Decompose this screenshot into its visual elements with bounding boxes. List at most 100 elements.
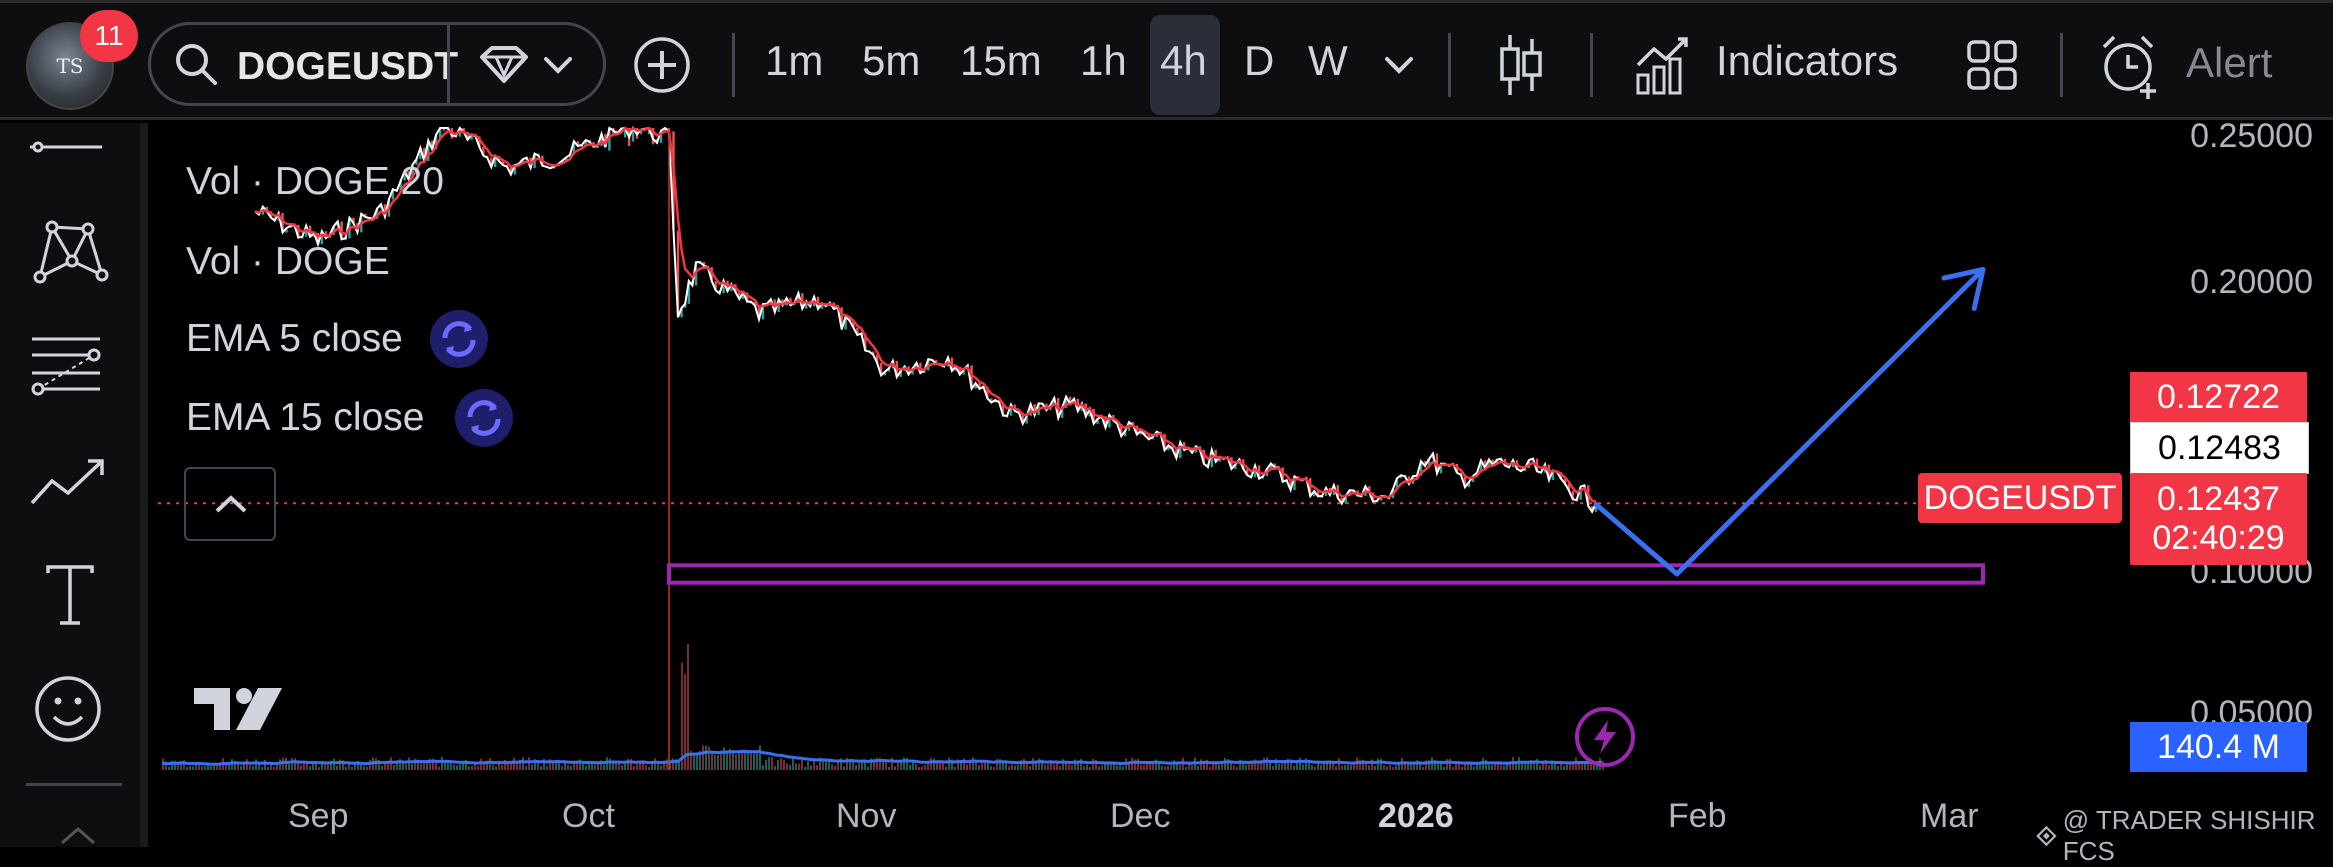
candle (494, 156, 497, 168)
volume-bar (630, 759, 632, 770)
lightning-icon[interactable] (1575, 707, 1635, 767)
add-symbol-icon[interactable] (632, 35, 692, 95)
timeframe-d[interactable]: D (1244, 37, 1275, 84)
legend-vol-ma[interactable]: Vol · DOGE 20 (186, 160, 444, 203)
layout-grid-icon[interactable] (1966, 39, 2018, 91)
pattern-tool-icon[interactable] (30, 215, 110, 287)
volume-bar (1257, 761, 1259, 770)
fib-tool-icon[interactable] (28, 331, 104, 397)
timeframe-w[interactable]: W (1308, 37, 1348, 84)
more-tools-icon[interactable] (56, 823, 100, 847)
volume-bar (1290, 759, 1292, 770)
candle (761, 304, 765, 320)
price-chart[interactable] (0, 0, 2333, 847)
legend-collapse-button[interactable] (184, 467, 276, 541)
legend-ema15[interactable]: EMA 15 close (186, 396, 425, 439)
candle (757, 305, 761, 320)
text-tool-icon[interactable] (42, 563, 98, 627)
volume-bar (798, 763, 800, 770)
volume-bar (1503, 765, 1505, 770)
volume-bar (177, 764, 179, 770)
emoji-tool-icon[interactable] (32, 673, 104, 745)
search-icon (176, 44, 217, 85)
timeframe-4h[interactable]: 4h (1160, 37, 1207, 84)
volume-bar (579, 759, 581, 770)
candle (820, 303, 824, 309)
candles-icon[interactable] (1496, 33, 1546, 97)
volume-bar (768, 757, 770, 770)
timeframe-1h[interactable]: 1h (1080, 37, 1127, 84)
legend-ema5[interactable]: EMA 5 close (186, 317, 403, 360)
line-tool-icon[interactable] (26, 135, 106, 159)
volume-bar (570, 765, 572, 770)
notification-badge[interactable]: 11 (80, 10, 138, 62)
candle (1427, 459, 1431, 466)
symbol-search[interactable]: DOGEUSDT (148, 22, 606, 106)
volume-bar (525, 766, 527, 770)
alert-button[interactable]: Alert (2098, 31, 2333, 101)
time-label-year: 2026 (1378, 797, 1454, 835)
timeframe-5m[interactable]: 5m (862, 37, 921, 84)
time-label: Oct (562, 797, 615, 835)
volume-bar (543, 759, 545, 770)
indicators-button[interactable]: Indicators (1634, 31, 1916, 99)
chevron-down-icon[interactable] (541, 53, 575, 77)
timeframe-15m[interactable]: 15m (960, 37, 1042, 84)
refresh-icon[interactable] (430, 310, 488, 368)
candle (1463, 474, 1467, 488)
volume-bar (720, 752, 722, 770)
candle (564, 157, 568, 161)
volume-bar (639, 760, 641, 770)
volume-bar (402, 763, 404, 770)
volume-bar (411, 763, 413, 770)
candle (1419, 461, 1423, 476)
volume-bar (894, 766, 896, 770)
candle (805, 301, 808, 309)
candle (1202, 449, 1206, 464)
volume-bar (1551, 760, 1553, 770)
volume-bar (1476, 761, 1478, 770)
refresh-icon[interactable] (455, 389, 513, 447)
volume-bar (522, 757, 524, 770)
volume-bar (951, 759, 953, 770)
volume-bar (516, 763, 518, 770)
volume-bar (1107, 763, 1109, 770)
volume-bar (321, 760, 323, 770)
projection-arrow[interactable] (1593, 267, 1986, 577)
candle (1435, 453, 1439, 474)
volume-bar (1395, 765, 1397, 770)
trend-tool-icon[interactable] (28, 453, 112, 513)
volume-bar (1386, 766, 1388, 770)
chevron-up-icon (215, 495, 247, 513)
candle (513, 165, 517, 175)
volume-bar (711, 753, 713, 770)
binance-icon (2036, 825, 2057, 847)
volume-bar (1299, 757, 1301, 770)
volume-bar (1530, 760, 1532, 770)
candle (1344, 496, 1347, 504)
volume-bar (237, 762, 239, 770)
candle (1183, 442, 1186, 451)
candle (1563, 478, 1567, 484)
timeframe-1m[interactable]: 1m (765, 37, 824, 84)
volume-bar (666, 759, 668, 770)
volume-bar (375, 758, 377, 770)
candle (680, 307, 683, 318)
volume-bar (1275, 758, 1277, 770)
timeframe-chevron-icon[interactable] (1382, 53, 1416, 77)
legend-vol[interactable]: Vol · DOGE (186, 240, 390, 283)
volume-value-label: 140.4 M (2130, 722, 2307, 772)
volume-bar (585, 765, 587, 770)
volume-bar (603, 764, 605, 770)
volume-bar (1032, 758, 1034, 770)
support-zone[interactable] (667, 563, 1985, 585)
volume-bar (609, 758, 611, 770)
volume-bar (945, 766, 947, 770)
volume-bar (504, 759, 506, 770)
volume-bar (456, 765, 458, 770)
candle (407, 171, 410, 180)
volume-bar (186, 766, 188, 770)
candle (663, 128, 667, 132)
gem-icon[interactable] (476, 45, 532, 85)
volume-bar (1455, 763, 1457, 770)
